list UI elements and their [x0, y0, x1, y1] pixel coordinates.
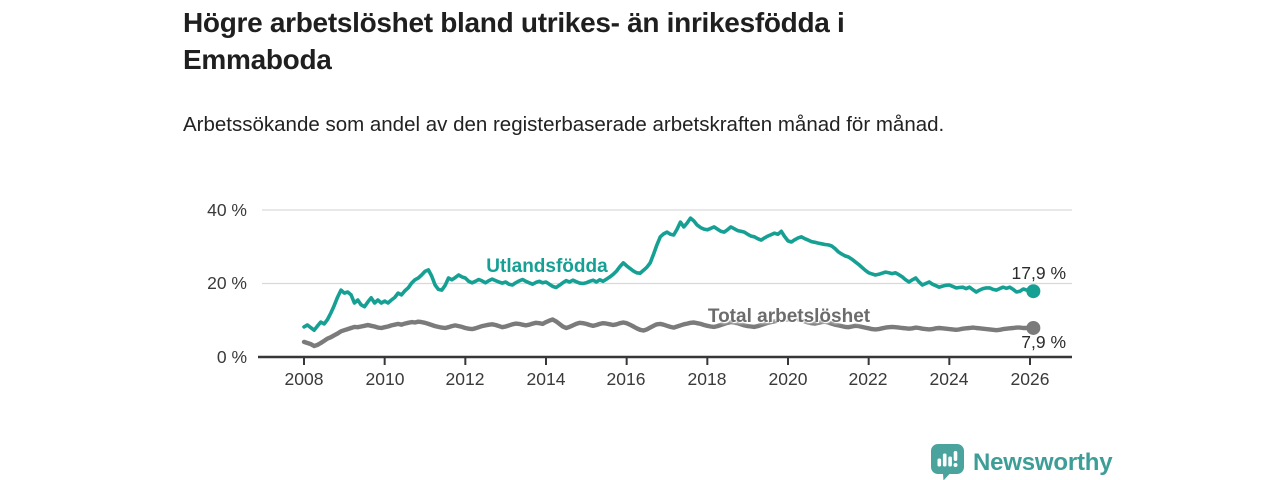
series-lines [301, 216, 1036, 349]
end-value-total: 7,9 % [1021, 332, 1066, 352]
y-tick-20: 20 % [207, 273, 247, 293]
series-label-total-arbetsloshet: Total arbetslöshet [707, 306, 871, 327]
x-axis [258, 355, 1072, 365]
y-tick-40: 40 % [207, 200, 247, 220]
newsworthy-branding: Newsworthy [931, 444, 1113, 480]
gridlines [262, 209, 1072, 285]
x-tick-2024: 2024 [929, 369, 969, 389]
chart-subtitle: Arbetssökande som andel av den registerb… [183, 113, 945, 136]
newsworthy-logo-icon [931, 444, 964, 480]
end-value-utlandsfodda: 17,9 % [1011, 263, 1066, 283]
newsworthy-wordmark: Newsworthy [973, 448, 1113, 476]
x-tick-2008: 2008 [284, 369, 324, 389]
x-tick-2010: 2010 [365, 369, 405, 389]
y-tick-0: 0 % [216, 347, 247, 367]
x-tick-2014: 2014 [526, 369, 566, 389]
x-tick-2012: 2012 [445, 369, 485, 389]
series-label-utlandsfodda: Utlandsfödda [486, 256, 608, 277]
x-tick-2018: 2018 [687, 369, 727, 389]
x-tick-2026: 2026 [1010, 369, 1050, 389]
series-end-dots [1026, 284, 1041, 335]
page-title: Högre arbetslöshet bland utrikes- än inr… [183, 7, 845, 75]
x-tick-2022: 2022 [848, 369, 888, 389]
x-tick-2016: 2016 [606, 369, 646, 389]
x-tick-2020: 2020 [768, 369, 808, 389]
